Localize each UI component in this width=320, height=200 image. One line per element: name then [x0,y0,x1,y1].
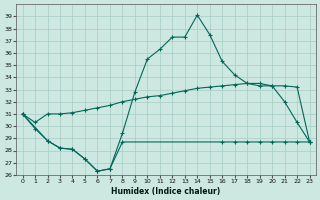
X-axis label: Humidex (Indice chaleur): Humidex (Indice chaleur) [111,187,221,196]
